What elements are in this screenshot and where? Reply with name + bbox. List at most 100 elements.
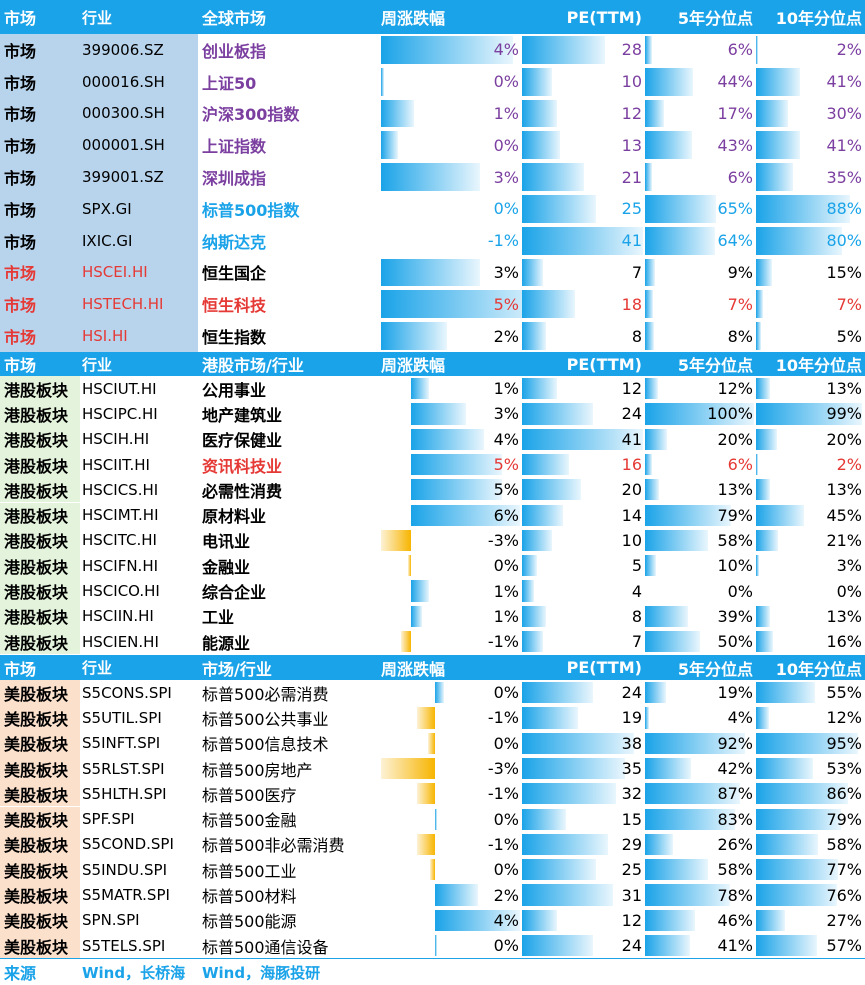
weekly-change: -1% — [381, 225, 522, 257]
code-cell: HSCIPC.HI — [80, 401, 198, 426]
header-industry: 行业 — [80, 655, 198, 680]
pe-ttm-value: 10 — [621, 72, 642, 92]
percentile-5y-value: 13% — [717, 480, 753, 500]
percentile-5y-bar — [645, 808, 735, 830]
weekly-change-value: 0% — [493, 936, 519, 956]
percentile-5y: 8% — [645, 320, 756, 352]
table-row: 市场 HSI.HI 恒生指数 2% 8 8% 5% — [0, 320, 865, 352]
weekly-change: 1% — [381, 578, 522, 603]
market-label: 市场 — [4, 200, 37, 220]
header-10y-percentile-text: 10年分位点 — [775, 659, 862, 679]
pe-ttm-value: 18 — [621, 294, 642, 314]
percentile-5y-value: 78% — [717, 885, 753, 905]
market-cell: 市场 — [0, 288, 80, 321]
name-cell: 创业板指 — [198, 34, 381, 66]
market-cell: 港股板块 — [0, 502, 80, 528]
code-cell: S5INDU.SPI — [80, 857, 198, 882]
index-code: HSCIH.HI — [82, 430, 150, 449]
index-name: 医疗保健业 — [202, 431, 283, 451]
header-5y-percentile-text: 5年分位点 — [677, 356, 753, 375]
index-name: 原材料业 — [202, 507, 267, 527]
weekly-change-value: 1% — [493, 103, 519, 123]
market-label: 港股板块 — [4, 583, 69, 603]
weekly-change: 1% — [381, 604, 522, 629]
index-name: 工业 — [202, 608, 235, 628]
index-name: 标普500房地产 — [202, 760, 313, 780]
index-code: HSCIMT.HI — [82, 506, 159, 525]
percentile-5y: 9% — [645, 257, 756, 289]
weekly-change: -3% — [381, 528, 522, 553]
percentile-10y: 7% — [756, 288, 865, 320]
weekly-change-value: 1% — [493, 606, 519, 626]
code-cell: HSI.HI — [80, 320, 198, 352]
index-code: HSTECH.HI — [82, 295, 164, 314]
index-code: 000001.SH — [82, 136, 165, 155]
header-market: 市场 — [0, 352, 80, 376]
market-label: 港股板块 — [4, 456, 69, 476]
weekly-change-value: 6% — [493, 505, 519, 525]
percentile-5y-value: 92% — [717, 733, 753, 753]
table-row: 港股板块 HSCIUT.HI 公用事业 1% 12 12% 13% — [0, 376, 865, 402]
percentile-5y-bar — [645, 226, 715, 255]
pe-ttm-bar — [522, 833, 608, 856]
market-label: 美股板块 — [4, 684, 69, 704]
index-code: HSI.HI — [82, 327, 128, 346]
section-header: 市场 行业 港股市场/行业 周涨跌幅 PE(TTM) 5年分位点 10年分位点 — [0, 352, 865, 376]
percentile-5y-bar — [645, 258, 655, 287]
index-code: HSCEI.HI — [82, 263, 148, 282]
weekly-change-value: 5% — [493, 480, 519, 500]
header-weekly-change-text: 周涨跌幅 — [381, 9, 446, 28]
percentile-10y: 41% — [756, 66, 865, 98]
percentile-5y-bar — [645, 783, 740, 805]
table-row: 港股板块 HSCIH.HI 医疗保健业 4% 41 20% 20% — [0, 426, 865, 452]
market-cell: 市场 — [0, 129, 80, 162]
header-weekly-change-text: 周涨跌幅 — [381, 356, 446, 375]
weekly-change-value: -1% — [487, 708, 519, 728]
market-cell: 美股板块 — [0, 705, 80, 731]
percentile-10y: 86% — [756, 781, 865, 806]
header-industry-text: 行业 — [82, 8, 113, 27]
name-cell: 标普500通信设备 — [198, 933, 381, 958]
index-name: 创业板指 — [202, 41, 267, 61]
weekly-change: -1% — [381, 781, 522, 806]
percentile-10y: 99% — [756, 401, 865, 426]
market-label: 港股板块 — [4, 431, 69, 451]
percentile-10y: 3% — [756, 553, 865, 578]
market-label: 港股板块 — [4, 633, 69, 653]
market-label: 港股板块 — [4, 532, 69, 552]
weekly-change: 3% — [381, 401, 522, 426]
percentile-5y: 44% — [645, 66, 756, 98]
code-cell: HSCIIT.HI — [80, 452, 198, 477]
table-row: 市场 HSTECH.HI 恒生科技 5% 18 7% 7% — [0, 288, 865, 321]
market-cell: 港股板块 — [0, 578, 80, 604]
pe-ttm: 14 — [522, 503, 645, 528]
weekly-change-bar — [411, 479, 502, 501]
pe-ttm: 24 — [522, 933, 645, 958]
weekly-change-value: -1% — [487, 834, 519, 854]
percentile-10y: 53% — [756, 756, 865, 781]
percentile-5y: 50% — [645, 629, 756, 654]
name-cell: 深圳成指 — [198, 161, 381, 193]
index-name: 标普500信息技术 — [202, 735, 329, 755]
weekly-change: -1% — [381, 832, 522, 857]
header-name-text: 全球市场 — [202, 9, 267, 28]
weekly-change: 6% — [381, 503, 522, 528]
source-value-2: Wind，海豚投研 — [198, 959, 381, 985]
market-cell: 港股板块 — [0, 603, 80, 629]
index-code: S5MATR.SPI — [82, 886, 170, 905]
percentile-10y-bar — [756, 783, 848, 805]
pe-ttm: 15 — [522, 807, 645, 832]
pe-ttm-bar — [522, 67, 552, 96]
percentile-5y: 19% — [645, 680, 756, 705]
market-cell: 市场 — [0, 193, 80, 225]
code-cell: S5INFT.SPI — [80, 731, 198, 756]
index-code: HSCITC.HI — [82, 531, 157, 550]
code-cell: 000001.SH — [80, 129, 198, 162]
percentile-5y: 0% — [645, 578, 756, 603]
table-row: 美股板块 S5RLST.SPI 标普500房地产 -3% 35 42% 53% — [0, 755, 865, 782]
index-code: HSCIPC.HI — [82, 404, 158, 423]
percentile-10y-bar — [756, 99, 788, 128]
source-value-2-text: Wind，海豚投研 — [202, 963, 321, 982]
name-cell: 综合企业 — [198, 578, 381, 603]
market-cell: 美股板块 — [0, 755, 80, 782]
